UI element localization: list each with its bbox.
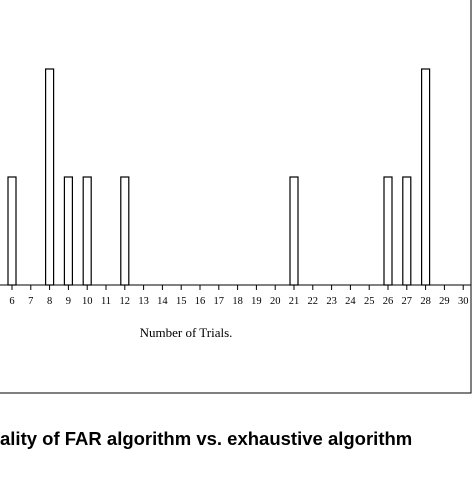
x-ticks [11,285,464,290]
x-tick-label-6: 6 [9,296,14,307]
x-tick-label-29: 29 [439,296,450,307]
figure-caption: ality of FAR algorithm vs. exhaustive al… [0,428,413,449]
x-axis-label: Number of Trials. [140,325,233,340]
x-tick-label-30: 30 [458,296,469,307]
bars [7,68,431,286]
x-tick-label-20: 20 [270,296,281,307]
x-tick-label-8: 8 [47,296,52,307]
x-tick-label-25: 25 [364,296,375,307]
bar-10 [82,176,92,286]
x-tick-label-24: 24 [345,296,356,307]
x-tick-label-11: 11 [101,296,111,307]
bar-26 [383,176,393,286]
x-tick-label-21: 21 [289,296,300,307]
x-tick-label-10: 10 [82,296,93,307]
x-tick-label-17: 17 [214,296,225,307]
x-tick-label-19: 19 [251,296,262,307]
bar-27 [402,176,412,286]
x-tick-label-13: 13 [138,296,149,307]
bar-9 [63,176,74,286]
x-tick-labels: 6 7 8 9 10 11 12 13 14 15 16 17 18 19 20 21 22 23 24 25 26 27… [9,296,468,307]
plot-border [0,0,472,394]
bar-12 [120,176,130,286]
x-tick-label-23: 23 [326,296,337,307]
bar-8 [44,68,55,286]
x-tick-label-9: 9 [66,296,71,307]
bar-21 [289,176,299,286]
x-tick-label-22: 22 [308,296,319,307]
x-tick-label-7: 7 [28,296,33,307]
x-tick-label-28: 28 [420,296,431,307]
x-tick-label-26: 26 [383,296,394,307]
bar-6 [7,176,17,286]
x-tick-label-15: 15 [176,296,187,307]
x-tick-label-27: 27 [402,296,413,307]
x-tick-label-18: 18 [232,296,243,307]
x-tick-label-14: 14 [157,296,168,307]
x-tick-label-12: 12 [120,296,131,307]
x-tick-label-16: 16 [195,296,206,307]
bar-28 [421,68,431,286]
